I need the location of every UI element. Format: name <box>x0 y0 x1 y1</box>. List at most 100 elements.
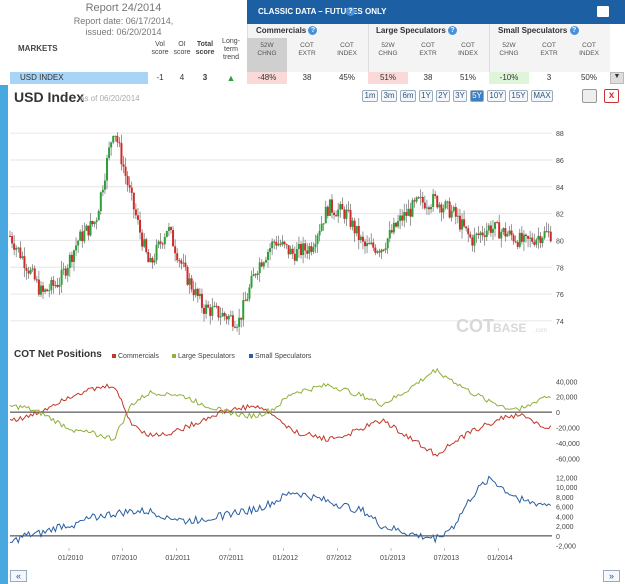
zoom-6m-button[interactable]: 6m <box>400 90 416 102</box>
candle <box>277 243 280 246</box>
total-score-header: Total score <box>195 41 215 56</box>
x-tick-label: 07/2012 <box>326 555 351 562</box>
candle <box>374 247 377 253</box>
print-icon[interactable] <box>597 6 609 17</box>
candle <box>244 300 247 302</box>
candle <box>225 316 228 320</box>
candle <box>405 212 408 216</box>
candle <box>33 268 36 280</box>
candle <box>318 230 321 236</box>
candle <box>153 260 156 263</box>
candle <box>238 317 241 327</box>
candle <box>46 289 49 292</box>
zoom-1y-button[interactable]: 1Y <box>419 90 433 102</box>
candle <box>211 306 214 316</box>
zoom-15y-button[interactable]: 15Y <box>509 90 528 102</box>
candle <box>343 209 346 219</box>
zoom-3y-button[interactable]: 3Y <box>453 90 467 102</box>
candle <box>364 241 367 247</box>
help-icon[interactable]: ? <box>569 26 579 36</box>
candle <box>339 204 342 210</box>
col-52w[interactable]: 52W CHNG <box>499 42 519 57</box>
candle <box>254 274 257 276</box>
candle <box>287 245 290 255</box>
candle <box>240 317 243 320</box>
candle <box>297 243 300 250</box>
candle <box>300 243 303 256</box>
candle <box>31 268 34 270</box>
legend-large[interactable]: Large Speculators <box>172 353 235 360</box>
market-name[interactable]: USD INDEX <box>10 72 148 84</box>
candle <box>399 215 402 221</box>
classic-data-title: CLASSIC DATA – FUTURES ONLY <box>258 7 387 16</box>
y-tick-label: 84 <box>556 185 564 192</box>
legend-commercials[interactable]: Commercials <box>112 353 159 360</box>
candle <box>394 222 397 227</box>
group-title-commercials: Commercials ? <box>256 26 318 36</box>
y-tick-label: -60,000 <box>556 456 580 463</box>
candle <box>35 279 38 281</box>
candle <box>481 232 484 236</box>
candle <box>353 220 356 234</box>
print-button[interactable] <box>582 89 597 103</box>
candle <box>159 241 162 244</box>
legend-small[interactable]: Small Speculators <box>249 353 311 360</box>
candle <box>502 228 505 232</box>
candle <box>469 234 472 238</box>
watermark: .com <box>534 328 547 334</box>
nav-left-button[interactable]: « <box>10 570 27 582</box>
col-cot-index[interactable]: COT INDEX <box>579 42 599 57</box>
candle <box>219 316 222 318</box>
zoom-5y-button[interactable]: 5Y <box>470 90 484 102</box>
candle <box>458 215 461 230</box>
zoom-max-button[interactable]: MAX <box>531 90 553 102</box>
candle <box>473 234 476 246</box>
col-cot-index[interactable]: COT INDEX <box>458 42 478 57</box>
candle <box>215 305 218 307</box>
col-cot-extr[interactable]: COT EXTR <box>298 42 316 57</box>
col-52w[interactable]: 52W CHNG <box>378 42 398 57</box>
zoom-10y-button[interactable]: 10Y <box>487 90 506 102</box>
candle <box>491 228 494 233</box>
candle <box>151 257 154 263</box>
candle <box>217 306 220 318</box>
candle <box>101 189 104 193</box>
zoom-3m-button[interactable]: 3m <box>381 90 397 102</box>
col-cot-index[interactable]: COT INDEX <box>337 42 357 57</box>
candle <box>192 289 195 296</box>
table-row[interactable] <box>0 72 610 85</box>
zoom-1m-button[interactable]: 1m <box>362 90 378 102</box>
close-button[interactable]: x <box>604 89 619 103</box>
candle <box>184 262 187 268</box>
candle <box>295 249 298 261</box>
y-tick-label: 78 <box>556 265 564 272</box>
col-52w[interactable]: 52W CHNG <box>257 42 277 57</box>
scroll-down-button[interactable]: ▼ <box>610 72 624 84</box>
candle <box>330 199 333 213</box>
candle <box>246 298 249 301</box>
candle <box>411 200 414 217</box>
candle <box>335 215 338 217</box>
candle <box>209 307 212 316</box>
candle <box>407 208 410 216</box>
candle <box>413 200 416 202</box>
group-small-specs <box>489 24 610 72</box>
candle <box>198 293 201 297</box>
cell-value: 38 <box>423 73 433 82</box>
candle <box>118 142 121 144</box>
zoom-2y-button[interactable]: 2Y <box>436 90 450 102</box>
help-icon[interactable]: ? <box>448 26 458 36</box>
col-cot-extr[interactable]: COT EXTR <box>419 42 437 57</box>
col-cot-extr[interactable]: COT EXTR <box>540 42 558 57</box>
candle <box>81 231 84 242</box>
nav-right-button[interactable]: » <box>603 570 620 582</box>
help-icon[interactable]: ? <box>346 7 355 16</box>
candle <box>283 241 286 245</box>
candle <box>423 202 426 209</box>
candle <box>213 305 216 307</box>
cell-value: -48% <box>247 72 287 84</box>
candle <box>44 289 47 292</box>
candle <box>200 293 203 308</box>
candle <box>264 259 267 263</box>
help-icon[interactable]: ? <box>308 26 318 36</box>
